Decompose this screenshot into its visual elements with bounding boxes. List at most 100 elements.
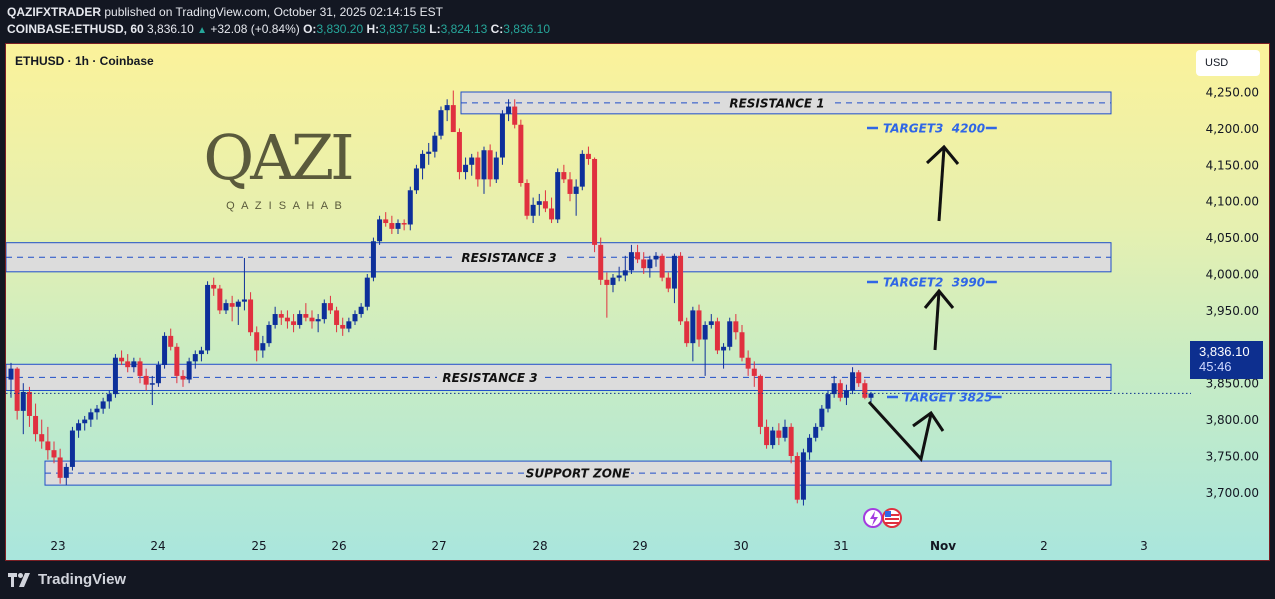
published-text: published on TradingView.com, October 31… xyxy=(104,5,444,19)
chart-area[interactable]: QAZI Q A Z I S A H A B RESISTANCE 1 RESISTA… xyxy=(5,43,1270,561)
y-axis-label: 3,800.00 xyxy=(1206,413,1259,427)
candle xyxy=(456,132,462,173)
candle xyxy=(186,361,192,380)
candle xyxy=(389,223,395,229)
candle xyxy=(272,314,278,325)
candle xyxy=(733,321,739,333)
candle xyxy=(536,201,542,205)
candle xyxy=(260,343,266,351)
chart-canvas[interactable]: QAZI Q A Z I S A H A B RESISTANCE 1 RESISTA… xyxy=(6,44,1270,561)
candle xyxy=(211,284,217,289)
candle xyxy=(39,434,45,442)
candle xyxy=(137,361,143,376)
candle xyxy=(346,321,352,329)
candle xyxy=(598,244,604,280)
candle xyxy=(235,301,241,307)
publish-line: QAZIFXTRADER published on TradingView.co… xyxy=(7,5,443,19)
candle xyxy=(561,172,567,180)
x-axis-label: Nov xyxy=(930,539,956,553)
candle xyxy=(622,270,628,276)
candle xyxy=(340,324,346,329)
candle xyxy=(868,393,874,398)
tradingview-label: TradingView xyxy=(38,571,127,588)
low-value: 3,824.13 xyxy=(440,22,488,36)
x-axis-label: 24 xyxy=(150,539,165,553)
candle xyxy=(696,310,702,340)
candle xyxy=(684,321,690,344)
candle xyxy=(635,252,641,260)
candle xyxy=(334,310,340,325)
zone-label: RESISTANCE 3 xyxy=(442,371,537,385)
candle xyxy=(616,275,622,278)
candle xyxy=(309,317,315,322)
candle xyxy=(94,408,100,413)
low-label: L: xyxy=(429,22,441,36)
y-axis-label: 3,750.00 xyxy=(1206,450,1259,464)
candle xyxy=(788,426,794,456)
candle xyxy=(518,124,524,183)
x-axis-label: 23 xyxy=(50,539,65,553)
candle xyxy=(82,419,88,424)
x-axis-label: 26 xyxy=(331,539,346,553)
up-arrow-head-3 xyxy=(925,144,960,165)
us-flag-event-icon[interactable] xyxy=(882,508,902,528)
candle xyxy=(813,426,819,438)
zone-label: RESISTANCE 3 xyxy=(461,251,556,265)
x-axis-label: 29 xyxy=(632,539,647,553)
candle xyxy=(819,408,825,427)
candle xyxy=(266,324,272,344)
up-arrow-shaft-2 xyxy=(933,290,941,351)
candle xyxy=(174,346,180,376)
candle xyxy=(800,452,806,500)
candle xyxy=(843,390,849,398)
candle xyxy=(192,354,198,362)
candle xyxy=(604,279,610,285)
high-value: 3,837.58 xyxy=(379,22,426,36)
currency-button[interactable]: USD xyxy=(1196,50,1260,76)
candle xyxy=(180,375,186,380)
candle xyxy=(14,368,20,411)
candle xyxy=(530,204,536,216)
candle xyxy=(524,183,530,216)
candle xyxy=(291,321,297,325)
candle xyxy=(592,158,598,245)
candle xyxy=(162,335,168,365)
candle xyxy=(63,466,69,478)
candle xyxy=(628,252,634,271)
candle xyxy=(69,430,75,467)
candle xyxy=(143,375,149,385)
lightning-event-icon[interactable] xyxy=(863,508,883,528)
candle xyxy=(352,314,358,322)
candle xyxy=(770,430,776,446)
y-axis-label: 4,100.00 xyxy=(1206,195,1259,209)
candle xyxy=(370,241,376,278)
candle xyxy=(782,426,788,438)
candle xyxy=(831,383,837,395)
y-axis-label: 3,850.00 xyxy=(1206,377,1259,391)
candle xyxy=(837,383,843,398)
up-arrow-shaft-3 xyxy=(937,147,946,222)
candle xyxy=(100,401,106,409)
current-price-tag: 3,836.10 45:46 xyxy=(1190,341,1263,379)
zigzag-arrow xyxy=(867,400,933,463)
candle xyxy=(413,168,419,191)
candle xyxy=(438,110,444,136)
candle xyxy=(205,284,211,351)
candle xyxy=(567,179,573,194)
candle xyxy=(254,332,260,351)
candle xyxy=(401,223,407,225)
candle xyxy=(475,157,481,180)
candle xyxy=(223,303,229,311)
y-axis-label: 4,050.00 xyxy=(1206,231,1259,245)
x-axis-label: 25 xyxy=(251,539,266,553)
candle xyxy=(383,219,389,224)
candle xyxy=(739,332,745,358)
candle xyxy=(125,361,131,368)
candle xyxy=(610,277,616,285)
tradingview-brand[interactable]: TradingView xyxy=(8,571,126,588)
candle xyxy=(432,135,438,152)
target-label-3: TARGET 3825 xyxy=(903,391,993,405)
candle xyxy=(395,223,401,229)
candle xyxy=(278,314,284,318)
candle xyxy=(131,361,137,368)
